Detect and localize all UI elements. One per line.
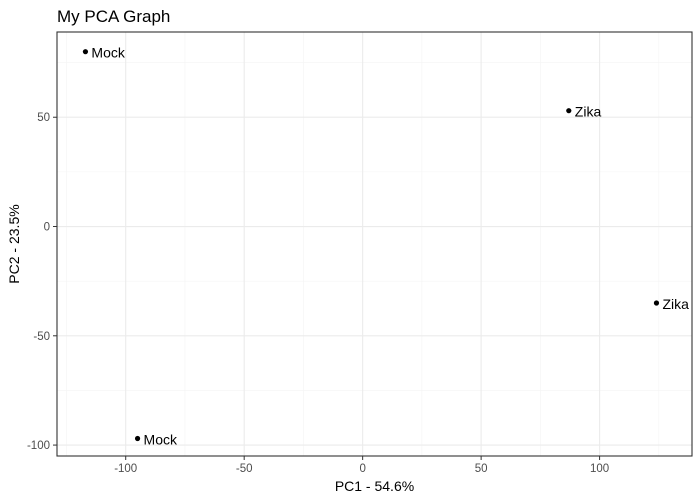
- y-axis-title: PC2 - 23.5%: [6, 204, 22, 283]
- data-point-label: Mock: [91, 45, 125, 61]
- points-layer: Mock Mock Zika Zika: [82, 45, 689, 448]
- data-point: [653, 300, 660, 306]
- x-tick-label: 100: [590, 463, 609, 475]
- data-point-label: Zika: [662, 296, 689, 312]
- x-tick-label: 0: [359, 463, 365, 475]
- data-point-label: Zika: [575, 104, 602, 120]
- y-tick-label: 0: [44, 222, 50, 234]
- ticks-layer: -100 -50 0 50 100 -100 -50 0 50: [27, 112, 609, 475]
- y-tick-label: -50: [33, 331, 50, 343]
- x-tick-label: 50: [475, 463, 488, 475]
- panel-border: [56, 31, 693, 457]
- y-tick-label: 50: [37, 112, 50, 124]
- x-axis-title: PC1 - 54.6%: [335, 478, 414, 494]
- data-point: [566, 108, 572, 114]
- chart-title: My PCA Graph: [57, 7, 170, 26]
- data-point: [82, 49, 89, 55]
- x-tick-label: -50: [236, 463, 253, 475]
- x-tick-label: -100: [114, 463, 137, 475]
- grid-layer: [57, 32, 692, 456]
- y-tick-label: -100: [27, 440, 50, 452]
- data-point: [134, 435, 141, 442]
- data-point-label: Mock: [144, 432, 178, 448]
